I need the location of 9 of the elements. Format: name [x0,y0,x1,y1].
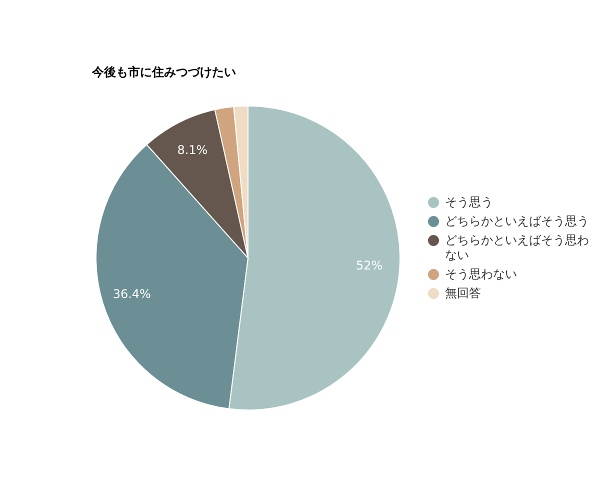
data-label: 8.1% [177,142,208,157]
data-label: 36.4% [112,287,151,302]
data-label: 52% [356,258,383,273]
chart-title: 今後も市に住みつづけたい [92,64,236,81]
legend-label: どちらかといえばそう思わない [445,233,590,263]
legend-label: そう思う [445,195,493,210]
legend-label: そう思わない [445,267,517,282]
legend-label: 無回答 [445,286,481,301]
legend-label: どちらかといえばそう思う [445,214,589,229]
